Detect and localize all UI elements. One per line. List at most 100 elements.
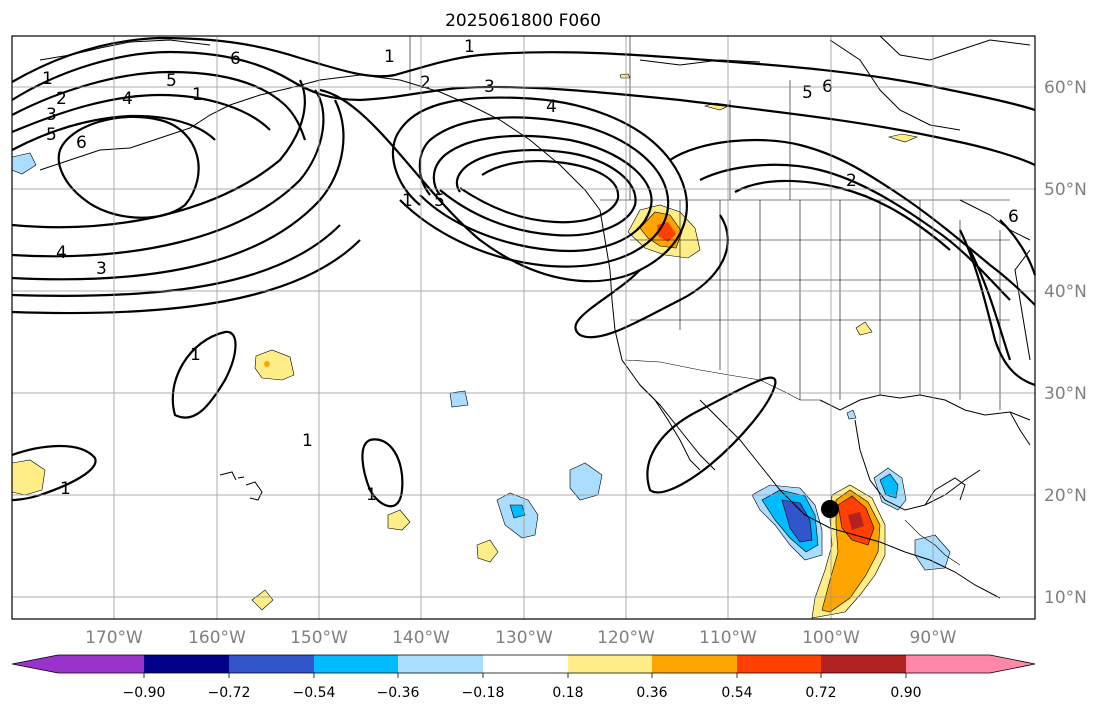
colorbar-bin	[652, 655, 737, 673]
anomaly-gulf-negative-core	[879, 473, 899, 499]
contour-1-pacific-b	[361, 438, 404, 508]
lon-label: 170°W	[85, 628, 143, 648]
contour-1-pacific-a	[171, 330, 237, 419]
colorbar-bin	[398, 655, 483, 673]
contour-4-west	[11, 93, 271, 134]
lat-label: 60°N	[1044, 78, 1087, 98]
contour-1-baja	[646, 376, 777, 494]
contour-1-pacific-c	[11, 444, 97, 502]
colorbar-tick-label: 0.72	[805, 685, 836, 701]
colorbar-tick-label: 0.18	[552, 685, 583, 701]
contour-label: 4	[122, 89, 133, 109]
contour-label: 5	[802, 83, 813, 103]
anomaly-pacific-blue-3	[449, 390, 469, 408]
contour-3-west	[11, 70, 307, 141]
contour-label: 4	[546, 97, 557, 117]
contour-label: 1	[384, 47, 395, 67]
contour-trough-3	[11, 99, 345, 281]
contour-label: 3	[96, 259, 107, 279]
lat-label: 50°N	[1044, 180, 1087, 200]
contour-label: 6	[230, 49, 241, 69]
colorbar-tick-label: −0.18	[462, 685, 505, 701]
colorbar-tick-label: −0.54	[293, 685, 336, 701]
lon-label: 90°W	[910, 628, 957, 648]
contour-label: 2	[420, 73, 431, 93]
contour-us-ridge	[669, 138, 1036, 306]
political-borders	[409, 36, 1010, 566]
contour-us-ridge-3	[734, 179, 951, 251]
lon-label: 100°W	[802, 628, 860, 648]
longitude-labels: 170°W 160°W 150°W 140°W 130°W 120°W 110°…	[85, 628, 957, 648]
anomaly-mex-negative-core	[781, 499, 813, 543]
contour-label: 1	[464, 37, 475, 57]
colorbar-bin	[906, 655, 990, 673]
contour-label: 1	[192, 85, 203, 105]
contour-label: 1	[190, 345, 201, 365]
colorbar-tick-label: −0.72	[208, 685, 251, 701]
anomaly-pacific-yellow-1-core	[264, 361, 270, 367]
contour-6-low	[57, 115, 200, 219]
lat-label: 20°N	[1044, 486, 1087, 506]
contour-label: 2	[56, 89, 67, 109]
contour-1-north	[11, 36, 1036, 112]
colorbar-bin	[314, 655, 398, 673]
anomaly-pacific-blue-5	[846, 409, 857, 420]
contour-ca-low	[574, 214, 729, 339]
contour-trough-5	[11, 239, 361, 315]
lon-label: 120°W	[597, 628, 655, 648]
anomaly-canada-yellow-2	[887, 133, 919, 143]
lon-label: 130°W	[495, 628, 553, 648]
colorbar-bin	[821, 655, 906, 673]
contour-label: 5	[166, 71, 177, 91]
contour-goa-5	[459, 160, 620, 224]
contour-label: 5	[434, 191, 445, 211]
contour-label: 2	[846, 171, 857, 191]
anomaly-pacific-yellow-5	[251, 589, 274, 611]
coastlines	[39, 35, 1031, 599]
contour-goa-2	[399, 116, 670, 268]
map-panel: 1 2 3 5 6 4 5 1 6 4 3 1 1 2 3 4 5 1 5 6 …	[11, 35, 1037, 620]
contour-label: 3	[46, 105, 57, 125]
anomaly-pacific-yellow-3	[387, 509, 411, 531]
lat-label: 40°N	[1044, 282, 1087, 302]
colorbar-bin	[144, 655, 229, 673]
contour-label: 1	[42, 69, 53, 89]
colorbar-tick-label: −0.90	[123, 685, 166, 701]
lon-label: 160°W	[188, 628, 246, 648]
contour-east-3	[959, 229, 1036, 387]
anomaly-pacific-yellow-4	[476, 539, 499, 563]
contour-label: 6	[76, 133, 87, 153]
colorbar: −0.90 −0.72 −0.54 −0.36 −0.18 0.18 0.36 …	[11, 654, 1036, 701]
graticule	[12, 36, 1035, 619]
contour-goa-4	[439, 149, 637, 237]
latitude-labels: 60°N 50°N 40°N 30°N 20°N 10°N	[1044, 78, 1087, 608]
lat-label: 30°N	[1044, 384, 1087, 404]
anomaly-pacific-blue-1-core	[509, 504, 526, 519]
contour-2-north	[11, 50, 1036, 166]
lon-label: 140°W	[392, 628, 450, 648]
contour-east-2	[969, 249, 1012, 361]
contour-goa-outer	[319, 88, 688, 283]
anomaly-mex-positive-peak	[848, 512, 864, 530]
anomaly-canada-yellow-3	[619, 73, 631, 79]
lat-label: 10°N	[1044, 588, 1087, 608]
anomaly-pacific-yellow-1	[254, 349, 295, 381]
contour-east-1	[999, 219, 1037, 276]
contour-label: 5	[46, 125, 57, 145]
colorbar-tick-label: −0.36	[377, 685, 420, 701]
contour-label: 1	[60, 479, 71, 499]
colorbar-tick-label: 0.36	[636, 685, 667, 701]
lon-label: 150°W	[290, 628, 348, 648]
contour-trough-1	[11, 79, 306, 229]
colorbar-bin	[58, 655, 144, 673]
map-title: 2025061800 F060	[445, 11, 601, 31]
contour-label: 6	[1008, 207, 1019, 227]
contour-label: 4	[56, 243, 67, 263]
anomaly-plains-yellow	[855, 321, 873, 336]
colorbar-min-extend	[12, 655, 58, 673]
contour-label: 1	[302, 431, 313, 451]
colorbar-bin	[568, 655, 652, 673]
contour-label: 1	[402, 191, 413, 211]
colorbar-max-extend	[990, 655, 1035, 673]
